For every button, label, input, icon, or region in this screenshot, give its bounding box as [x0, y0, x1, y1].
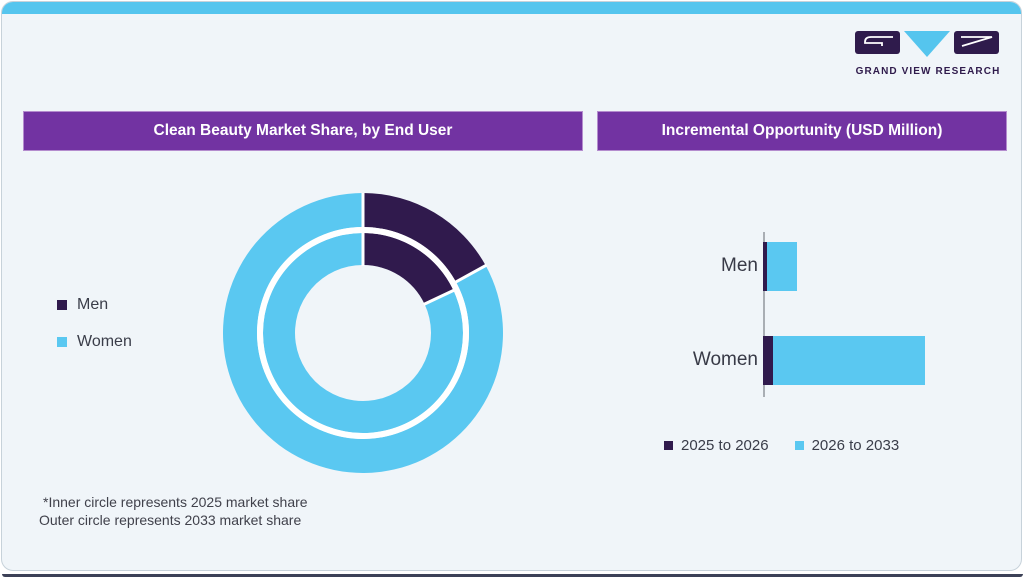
bar-category-label-women: Women: [692, 349, 758, 370]
donut-segment-outer-men: [363, 193, 486, 282]
bar-segment-men-2025-to-2026: [763, 242, 767, 291]
donut-footnote: *Inner circle represents 2025 market sha…: [39, 493, 308, 529]
legend-item-2026-2033: 2026 to 2033: [794, 437, 900, 454]
left-panel-header: Clean Beauty Market Share, by End User: [23, 111, 583, 151]
legend-label-2025-2026: 2025 to 2026: [681, 437, 769, 454]
logo-r-glyph: [961, 36, 993, 47]
donut-segment-inner-men: [363, 233, 454, 305]
legend-label-men: Men: [77, 296, 109, 313]
logo-brand-text: GRAND VIEW RESEARCH: [855, 66, 1001, 77]
donut-segment-gap-line: [422, 288, 456, 306]
grand-view-research-logo: GRAND VIEW RESEARCH: [855, 29, 1001, 77]
donut-segment-gap-line: [454, 263, 488, 284]
bar-chart-legend: 2025 to 2026 2026 to 2033: [664, 437, 899, 454]
legend-swatch-women: [57, 337, 67, 347]
right-panel-header: Incremental Opportunity (USD Million): [597, 111, 1007, 151]
donut-ring-separator: [257, 227, 469, 439]
donut-chart-svg: [223, 193, 503, 473]
logo-mark: [855, 31, 999, 57]
legend-swatch-2025-2026: [664, 441, 673, 450]
footnote-line-1: *Inner circle represents 2025 market sha…: [43, 494, 308, 510]
logo-v-triangle: [904, 31, 950, 57]
legend-label-2026-2033: 2026 to 2033: [811, 437, 900, 454]
legend-item-men: Men: [57, 296, 108, 314]
legend-item-women: Women: [57, 333, 132, 351]
bar-category-label-men: Men: [721, 255, 758, 276]
bar-chart-axis-line: [763, 232, 765, 397]
bar-segment-women-2025-to-2026: [763, 336, 773, 385]
logo-g-glyph: [864, 36, 893, 46]
legend-swatch-men: [57, 300, 67, 310]
legend-item-2025-2026: 2025 to 2026: [664, 437, 769, 454]
bottom-dark-bar: [2, 574, 1023, 577]
legend-swatch-2026-2033: [794, 441, 804, 450]
bar-chart-plot: Men Women: [640, 225, 1010, 420]
legend-label-women: Women: [77, 333, 132, 350]
bar-segment-men-2026-to-2033: [767, 242, 797, 291]
bar-segment-women-2026-to-2033: [773, 336, 925, 385]
donut-segment-inner-women: [262, 233, 463, 433]
top-accent-bar: [2, 2, 1021, 14]
footnote-line-2: Outer circle represents 2033 market shar…: [39, 512, 302, 528]
